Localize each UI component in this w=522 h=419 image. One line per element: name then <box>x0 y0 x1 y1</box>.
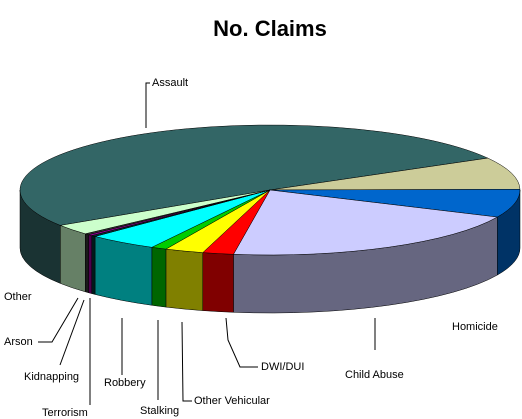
slice-label: Homicide <box>452 321 498 333</box>
leader-line <box>225 317 258 368</box>
slice-side <box>94 236 153 306</box>
slice <box>269 157 521 191</box>
labels: Assault Homicide Child Abuse DWI/DUI Oth… <box>4 77 498 419</box>
slice-label: Child Abuse <box>345 369 404 381</box>
slice-side <box>88 234 92 294</box>
slice-label: Stalking <box>140 405 179 417</box>
slice-label: Other Vehicular <box>194 395 270 407</box>
leader-line <box>145 82 150 128</box>
slice-label: Assault <box>152 77 188 89</box>
slice-label: Robbery <box>104 377 146 389</box>
leader-line <box>38 297 79 343</box>
leader-line <box>59 299 85 366</box>
slice-label: Terrorism <box>42 407 88 419</box>
slice-side <box>202 252 234 313</box>
slice-side <box>60 225 86 293</box>
slice-side <box>85 233 89 294</box>
slice-label: Arson <box>4 336 33 348</box>
slice-label: Other <box>4 291 32 303</box>
slice-side <box>151 246 167 308</box>
slice <box>19 124 489 226</box>
slice <box>59 189 271 235</box>
slice-label: DWI/DUI <box>261 361 304 373</box>
slice-side <box>91 235 96 295</box>
leader-line <box>181 321 192 402</box>
chart-title: No. Claims <box>213 16 327 41</box>
slice <box>233 189 499 256</box>
leader-lines <box>38 82 376 405</box>
slice-side <box>165 248 204 311</box>
slice <box>269 189 521 218</box>
slice-label: Kidnapping <box>24 371 79 383</box>
pie <box>19 124 521 314</box>
